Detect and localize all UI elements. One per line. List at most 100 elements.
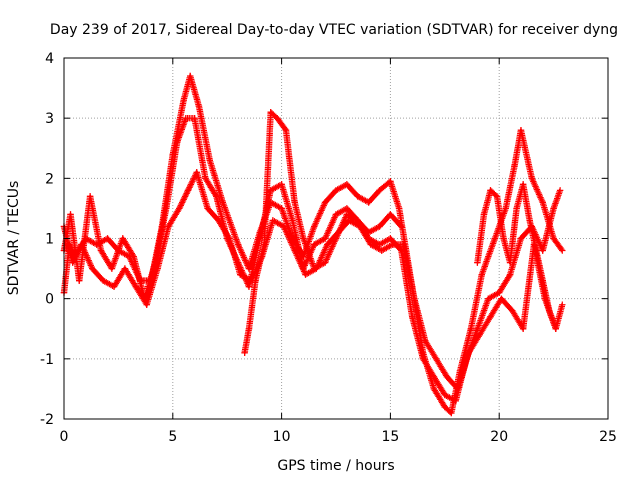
data-point bbox=[311, 241, 318, 248]
data-point bbox=[493, 193, 501, 200]
data-point bbox=[86, 193, 94, 200]
data-point bbox=[191, 114, 198, 122]
data-point bbox=[143, 301, 150, 308]
data-point bbox=[219, 199, 227, 206]
data-point bbox=[432, 355, 440, 363]
data-point bbox=[121, 265, 129, 272]
data-point bbox=[526, 217, 533, 224]
data-point bbox=[389, 241, 396, 248]
data-point bbox=[502, 205, 509, 212]
data-point bbox=[559, 301, 566, 308]
data-point bbox=[241, 349, 248, 357]
y-tick-label: -1 bbox=[40, 352, 54, 368]
data-point bbox=[376, 187, 383, 194]
data-point bbox=[354, 193, 361, 200]
data-point bbox=[119, 235, 126, 242]
data-point bbox=[130, 253, 137, 260]
data-point bbox=[539, 247, 546, 254]
y-tick-label: 2 bbox=[45, 171, 54, 187]
data-point bbox=[378, 247, 385, 254]
y-tick-label: -2 bbox=[40, 412, 54, 428]
data-point bbox=[478, 271, 485, 278]
data-point bbox=[509, 307, 516, 314]
data-point bbox=[193, 169, 200, 176]
data-point bbox=[474, 325, 481, 332]
data-point bbox=[480, 211, 488, 218]
data-point bbox=[321, 259, 329, 266]
data-point bbox=[291, 247, 298, 254]
data-point bbox=[78, 241, 85, 248]
data-point bbox=[539, 199, 546, 206]
data-point bbox=[400, 241, 407, 248]
data-point bbox=[448, 409, 455, 417]
data-point bbox=[343, 211, 351, 218]
data-point bbox=[99, 277, 107, 284]
data-point bbox=[204, 205, 211, 212]
data-point bbox=[552, 325, 559, 332]
data-point bbox=[165, 223, 172, 230]
y-tick-label: 3 bbox=[45, 111, 54, 127]
chart-title: Day 239 of 2017, Sidereal Day-to-day VTE… bbox=[50, 22, 618, 38]
x-tick-label: 15 bbox=[381, 429, 399, 445]
data-point bbox=[110, 283, 118, 290]
x-tick-label: 20 bbox=[490, 429, 508, 445]
data-point bbox=[430, 373, 438, 381]
data-point bbox=[163, 205, 170, 212]
data-point bbox=[408, 313, 416, 320]
data-point bbox=[321, 199, 329, 206]
data-point bbox=[485, 295, 492, 302]
data-point bbox=[419, 355, 427, 363]
y-axis-label: SDTVAR / TECUs bbox=[6, 181, 22, 296]
data-point bbox=[280, 223, 287, 230]
data-point bbox=[487, 187, 494, 194]
data-point bbox=[506, 271, 514, 278]
data-point bbox=[387, 235, 394, 242]
data-point bbox=[398, 223, 405, 230]
data-point bbox=[206, 157, 213, 164]
axis-ticks: 0 5 10 15 20 25 -2 -1 0 1 2 3 4 bbox=[40, 51, 617, 445]
data-point bbox=[256, 235, 264, 242]
data-point bbox=[332, 211, 340, 218]
x-axis-label: GPS time / hours bbox=[277, 458, 394, 474]
data-point bbox=[454, 385, 462, 393]
data-point bbox=[474, 259, 481, 266]
data-point bbox=[282, 127, 290, 134]
data-point bbox=[195, 102, 203, 110]
data-point bbox=[176, 205, 183, 212]
data-point bbox=[89, 265, 96, 272]
data-point bbox=[237, 271, 244, 278]
data-point bbox=[173, 139, 181, 146]
x-tick-label: 10 bbox=[273, 429, 291, 445]
data-point bbox=[467, 325, 475, 332]
data-point bbox=[343, 205, 351, 212]
data-point bbox=[180, 96, 187, 104]
data-point bbox=[430, 385, 438, 393]
data-point bbox=[343, 181, 351, 188]
data-point bbox=[226, 235, 233, 242]
series-trace-d bbox=[241, 108, 405, 357]
data-point bbox=[245, 265, 253, 272]
data-point bbox=[260, 241, 268, 248]
data-point bbox=[496, 289, 503, 296]
data-point bbox=[422, 337, 429, 344]
data-point bbox=[376, 223, 383, 230]
series-markers bbox=[241, 109, 404, 356]
data-point bbox=[215, 217, 222, 224]
data-point bbox=[108, 265, 116, 272]
data-point bbox=[311, 265, 318, 272]
data-point bbox=[498, 295, 505, 302]
x-tick-label: 5 bbox=[168, 429, 177, 445]
data-point bbox=[365, 229, 372, 236]
data-point bbox=[441, 391, 448, 399]
data-point bbox=[278, 181, 285, 188]
data-point bbox=[513, 205, 520, 212]
data-point bbox=[546, 307, 553, 314]
series-trace-e bbox=[474, 181, 566, 332]
data-point bbox=[213, 193, 220, 200]
y-tick-label: 4 bbox=[45, 51, 54, 67]
data-point bbox=[528, 175, 536, 182]
data-point bbox=[274, 114, 281, 122]
data-point bbox=[332, 235, 340, 242]
data-point bbox=[539, 277, 546, 284]
